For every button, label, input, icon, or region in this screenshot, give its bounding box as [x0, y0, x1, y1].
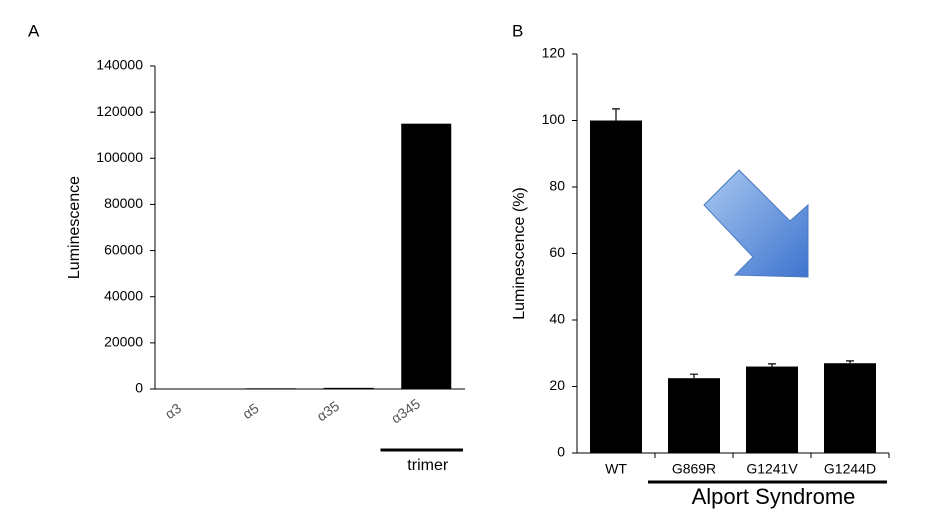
bar	[246, 388, 297, 389]
y-axis-label: Luminescence (%)	[511, 187, 528, 320]
x-tick-label: α345	[388, 395, 423, 426]
bar	[590, 120, 642, 453]
y-tick-label: 60	[549, 244, 565, 260]
bar	[668, 378, 720, 453]
panel-label: B	[512, 21, 523, 40]
y-tick-label: 100	[542, 111, 566, 127]
panel-label: A	[28, 21, 40, 40]
x-tick-label: α35	[314, 397, 343, 424]
trend-arrow	[703, 169, 809, 278]
error-bar	[690, 373, 698, 379]
y-tick-label: 0	[135, 380, 143, 396]
y-axis-label: Luminescence	[66, 176, 83, 279]
x-tick-label: G869R	[672, 461, 716, 477]
y-tick-label: 100000	[96, 149, 143, 165]
error-bar	[846, 360, 854, 364]
y-tick-label: 40000	[104, 287, 143, 303]
y-tick-label: 20000	[104, 334, 143, 350]
annotation: Alport Syndrome	[692, 484, 856, 509]
x-tick-label: WT	[605, 461, 627, 477]
bar	[401, 123, 452, 389]
y-tick-label: 120	[542, 45, 566, 61]
x-tick-label: α5	[239, 400, 261, 422]
y-tick-label: 20	[549, 377, 565, 393]
x-tick-label: G1244D	[824, 461, 876, 477]
y-tick-label: 140000	[96, 57, 143, 73]
y-tick-label: 0	[557, 444, 565, 460]
y-tick-label: 40	[549, 311, 565, 327]
x-tick-label: G1241V	[746, 461, 798, 477]
y-tick-label: 120000	[96, 103, 143, 119]
error-bar	[768, 363, 776, 367]
y-tick-label: 80	[549, 178, 565, 194]
y-tick-label: 80000	[104, 195, 143, 211]
bar	[824, 363, 876, 453]
x-tick-label: α3	[162, 400, 184, 422]
annotation: trimer	[407, 457, 449, 474]
y-tick-label: 60000	[104, 241, 143, 257]
bar	[323, 387, 374, 389]
bar	[746, 366, 798, 453]
error-bar	[612, 108, 620, 121]
